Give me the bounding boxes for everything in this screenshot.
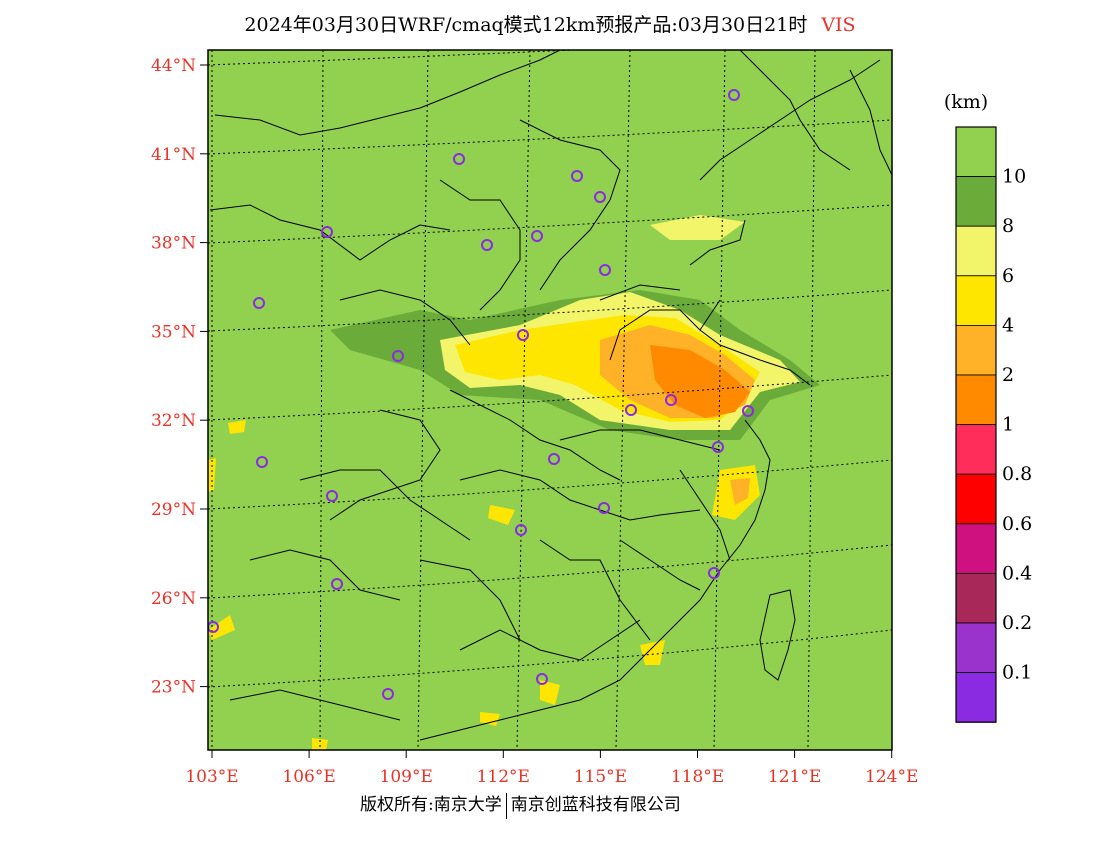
lat-label: 26°N (151, 589, 196, 609)
lon-label: 124°E (865, 767, 918, 787)
title-main: 2024年03月30日WRF/cmaq模式12km预报产品:03月30日21时 (244, 14, 808, 36)
legend-label: 10 (1002, 166, 1026, 188)
footer-left: 版权所有:南京大学 (360, 795, 502, 815)
lat-label: 29°N (151, 500, 196, 520)
legend-label: 0.1 (1002, 662, 1032, 684)
lon-label: 115°E (574, 767, 627, 787)
legend-swatch (955, 473, 997, 525)
visibility-patches (208, 215, 820, 750)
boundaries (209, 50, 892, 741)
legend-label: 4 (1002, 314, 1014, 336)
lat-label: 44°N (151, 56, 196, 76)
lon-label: 118°E (671, 767, 724, 787)
city-markers (208, 89, 754, 700)
legend-unit: (km) (944, 91, 988, 113)
legend-swatch (955, 523, 997, 574)
legend-label: 1 (1002, 414, 1014, 436)
longitude-labels: 103°E 106°E 109°E 112°E 115°E 118°E 121°E 124°E (185, 750, 918, 787)
latitude-labels: 44°N 41°N 38°N 35°N 32°N 29°N 26°N 23°N (151, 56, 208, 698)
lat-label: 41°N (151, 145, 196, 165)
legend-swatch (955, 225, 997, 277)
lat-label: 35°N (151, 322, 196, 342)
legend-label: 8 (1002, 215, 1014, 237)
lon-label: 106°E (282, 767, 335, 787)
lon-label: 112°E (477, 767, 530, 787)
legend-outline (955, 126, 997, 723)
lat-label: 23°N (151, 678, 196, 698)
graticule (208, 50, 892, 750)
color-legend: (km) 10 8 6 4 2 1 0.8 0.6 0.4 0.2 0.1 (944, 91, 1032, 723)
legend-label: 6 (1002, 265, 1014, 287)
footer-right: 南京创蓝科技有限公司 (510, 795, 681, 815)
legend-label: 0.2 (1002, 612, 1032, 634)
lat-label: 38°N (151, 234, 196, 254)
legend-swatch (955, 324, 997, 376)
legend-swatch (955, 424, 997, 475)
legend-label: 0.8 (1002, 463, 1032, 485)
legend-label: 0.6 (1002, 513, 1032, 535)
title-variable: VIS (821, 14, 856, 36)
copyright-footer: 版权所有:南京大学 南京创蓝科技有限公司 (360, 790, 681, 819)
legend-swatch (955, 672, 997, 723)
legend-swatch (955, 374, 997, 425)
lon-label: 103°E (185, 767, 238, 787)
legend-swatch (955, 126, 997, 177)
lon-label: 121°E (768, 767, 821, 787)
map-content (208, 50, 892, 750)
footer-separator (505, 792, 507, 819)
lon-label: 109°E (380, 767, 433, 787)
map-title: 2024年03月30日WRF/cmaq模式12km预报产品:03月30日21时 V… (0, 10, 1100, 37)
legend-swatch (955, 573, 997, 624)
lat-label: 32°N (151, 411, 196, 431)
legend-label: 2 (1002, 364, 1014, 386)
legend-swatch (955, 275, 997, 326)
legend-swatch (955, 176, 997, 227)
legend-label: 0.4 (1002, 562, 1032, 584)
legend-swatch (955, 622, 997, 673)
